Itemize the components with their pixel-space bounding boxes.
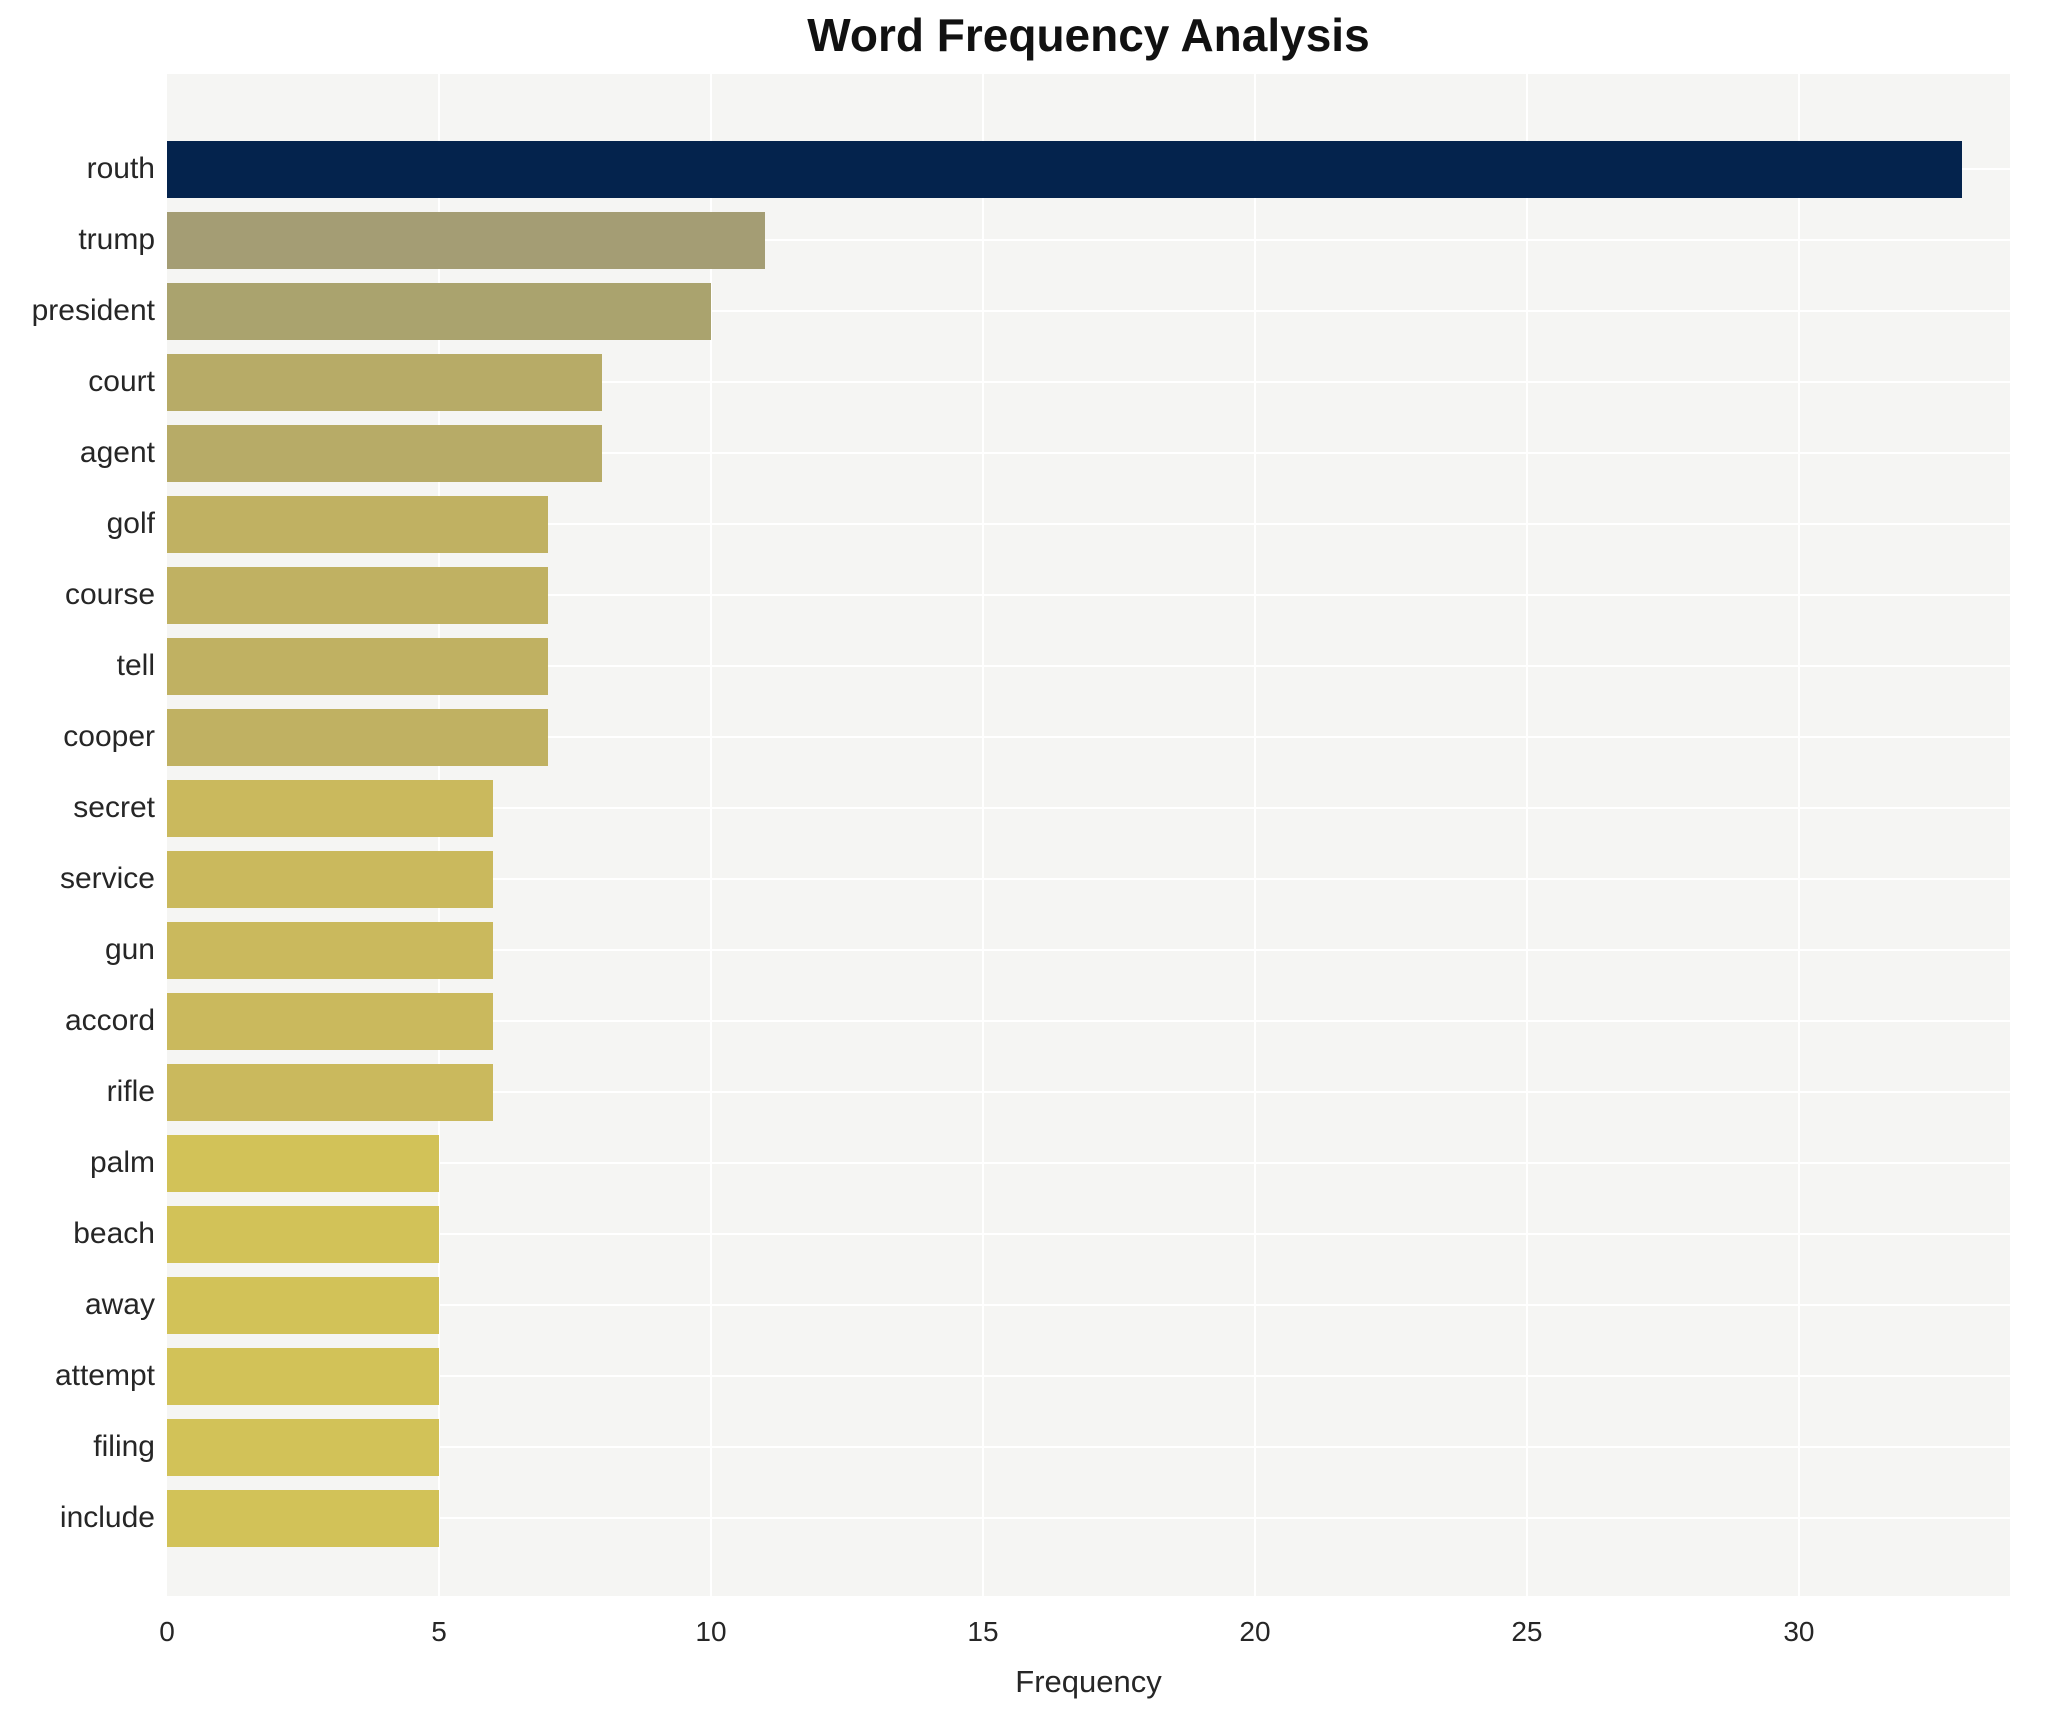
horizontal-gridline [167, 594, 2010, 596]
horizontal-gridline [167, 1020, 2010, 1022]
horizontal-gridline [167, 1233, 2010, 1235]
x-tick-label: 10 [695, 1616, 727, 1647]
bar-president [167, 282, 711, 340]
vertical-gridline [709, 74, 712, 1596]
bar-attempt [167, 1347, 439, 1405]
category-label-routh: routh [86, 152, 155, 185]
category-label-attempt: attempt [54, 1359, 155, 1392]
bar-cooper [167, 708, 548, 766]
horizontal-gridline [167, 1162, 2010, 1164]
bar-course [167, 566, 548, 624]
horizontal-gridline [167, 452, 2010, 454]
category-label-president: president [31, 294, 155, 327]
category-label-agent: agent [79, 436, 155, 469]
category-label-beach: beach [73, 1217, 155, 1250]
horizontal-gridline [167, 381, 2010, 383]
horizontal-gridline [167, 1091, 2010, 1093]
x-tick-label: 5 [431, 1616, 447, 1647]
bar-beach [167, 1205, 439, 1263]
category-label-cooper: cooper [63, 720, 155, 753]
horizontal-gridline [167, 665, 2010, 667]
category-label-palm: palm [89, 1146, 155, 1179]
horizontal-gridline [167, 807, 2010, 809]
category-label-rifle: rifle [106, 1075, 155, 1108]
horizontal-gridline [167, 1375, 2010, 1377]
horizontal-gridline [167, 1304, 2010, 1306]
x-axis-title: Frequency [1015, 1664, 1162, 1699]
horizontal-gridline [167, 1517, 2010, 1519]
category-label-tell: tell [116, 649, 155, 682]
category-label-secret: secret [73, 791, 155, 824]
bar-service [167, 850, 494, 908]
bar-routh [167, 140, 1963, 198]
bar-palm [167, 1134, 439, 1192]
x-tick-label: 15 [967, 1616, 999, 1647]
bar-filing [167, 1418, 439, 1476]
x-tick-label: 25 [1511, 1616, 1543, 1647]
bar-golf [167, 495, 548, 553]
vertical-gridline [1253, 74, 1256, 1596]
category-label-away: away [84, 1288, 155, 1321]
bar-agent [167, 424, 603, 482]
category-label-service: service [59, 862, 155, 895]
category-label-golf: golf [106, 507, 155, 540]
category-label-trump: trump [78, 223, 155, 256]
plot-area [167, 74, 2010, 1596]
x-tick-label: 0 [159, 1616, 175, 1647]
horizontal-gridline [167, 523, 2010, 525]
horizontal-gridline [167, 310, 2010, 312]
category-label-filing: filing [93, 1430, 155, 1463]
vertical-gridline [1525, 74, 1528, 1596]
category-label-course: course [64, 578, 155, 611]
bar-include [167, 1489, 439, 1547]
vertical-gridline [1797, 74, 1800, 1596]
horizontal-gridline [167, 1446, 2010, 1448]
x-tick-label: 20 [1239, 1616, 1271, 1647]
bar-rifle [167, 1063, 494, 1121]
x-tick-label: 30 [1783, 1616, 1815, 1647]
bar-gun [167, 921, 494, 979]
horizontal-gridline [167, 736, 2010, 738]
category-label-court: court [88, 365, 155, 398]
bar-secret [167, 779, 494, 837]
category-label-include: include [59, 1501, 155, 1534]
bar-trump [167, 211, 766, 269]
chart-title: Word Frequency Analysis [807, 9, 1370, 61]
bar-away [167, 1276, 439, 1334]
horizontal-gridline [167, 949, 2010, 951]
vertical-gridline [981, 74, 984, 1596]
category-label-accord: accord [64, 1004, 155, 1037]
bar-accord [167, 992, 494, 1050]
bar-court [167, 353, 603, 411]
bar-tell [167, 637, 548, 695]
category-label-gun: gun [104, 933, 155, 966]
horizontal-gridline [167, 239, 2010, 241]
horizontal-gridline [167, 878, 2010, 880]
